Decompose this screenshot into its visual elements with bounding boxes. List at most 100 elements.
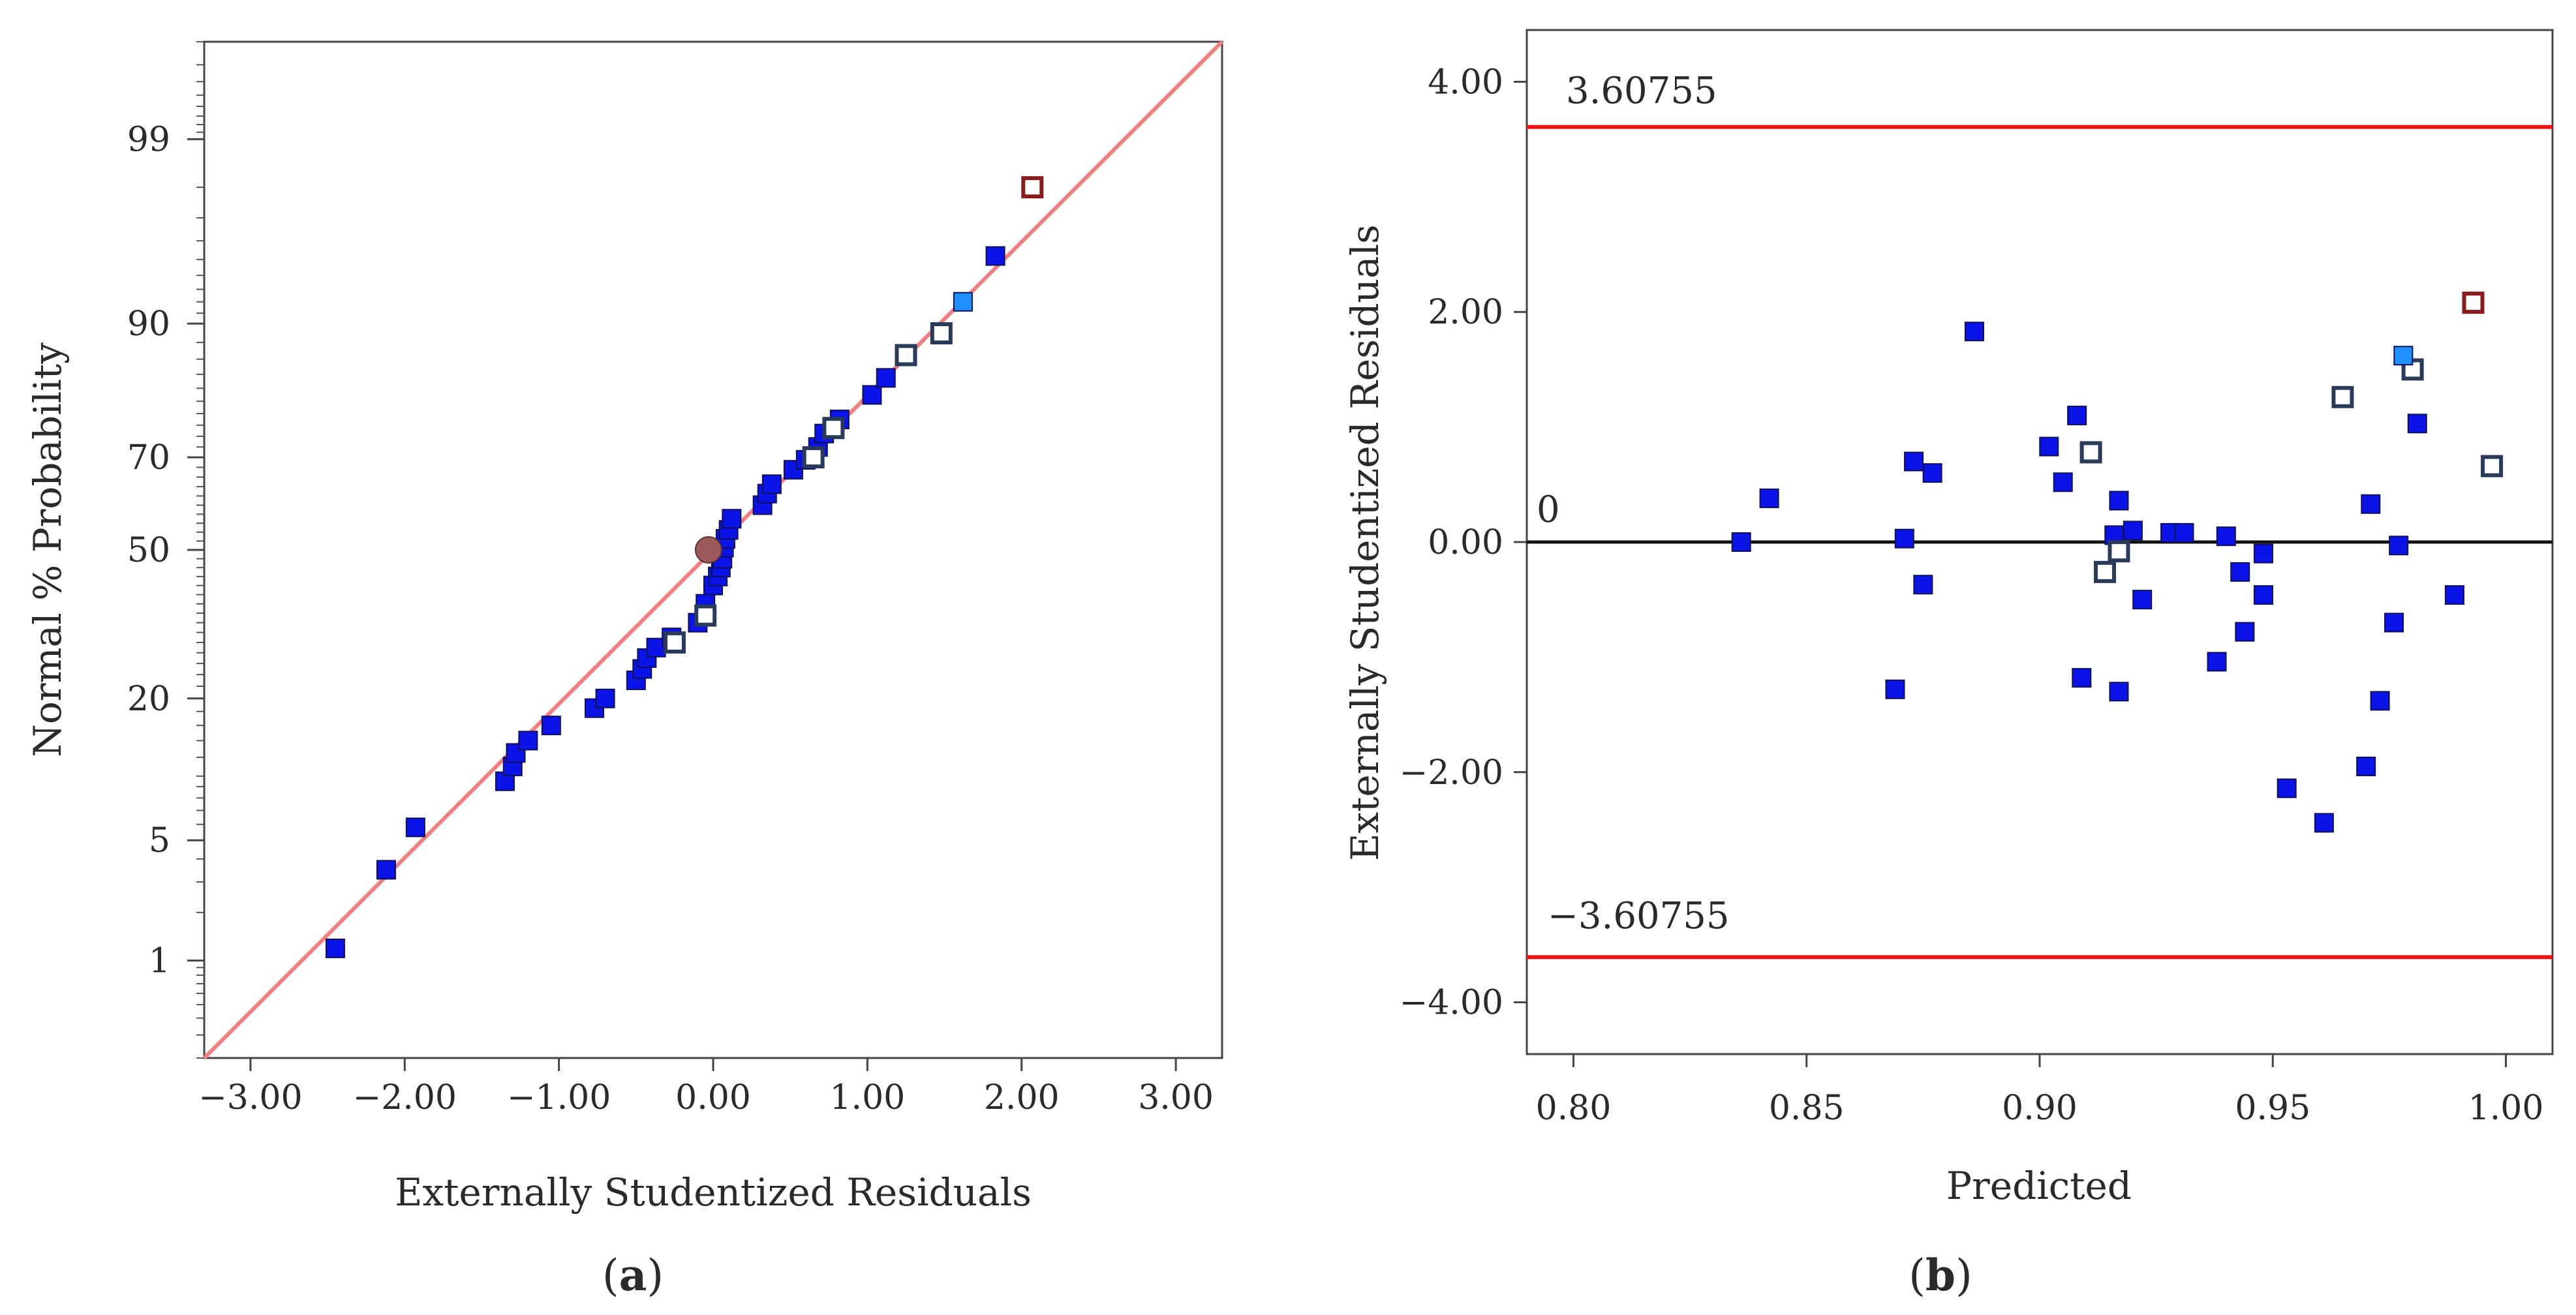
panel-b-point [1964, 322, 1984, 342]
panel-b-point [1885, 679, 1905, 699]
panel-b-point [2444, 585, 2464, 605]
panel-b-x-tick-label: 0.80 [1536, 1089, 1612, 1128]
panel-b-y-tick-label: 4.00 [1428, 63, 1503, 102]
panel-b-point [2253, 585, 2273, 605]
panel-a-point [325, 938, 345, 958]
panel-b-x-tick-label: 1.00 [2468, 1089, 2544, 1128]
panel-b-point [2207, 652, 2227, 672]
panel-a-point [376, 860, 396, 880]
panel-b-y-tick-label: −2.00 [1400, 753, 1503, 793]
panel-a-point [862, 385, 882, 405]
panel-b-points [1731, 292, 2504, 833]
panel-b-point [2389, 536, 2409, 556]
panel-b-point [2109, 682, 2129, 702]
panel-b-point [2174, 522, 2194, 543]
panel-b-point [2277, 778, 2297, 798]
panel-b-y-tick-label: −4.00 [1400, 984, 1503, 1023]
panel-a-points [325, 176, 1044, 958]
panel-a-point-center [694, 536, 722, 564]
panel-b-label-letter: b [1925, 1250, 1955, 1301]
panel-a-x-tick-label: 2.00 [984, 1078, 1060, 1117]
panel-b-point-outlier [2462, 292, 2485, 314]
panel-b-point [2132, 590, 2153, 610]
panel-a-y-tick-label: 90 [127, 305, 170, 344]
panel-a-tick-labels: −3.00 −2.00 −1.00 0.00 1.00 2.00 3.00 1 5 20 50 70 9… [127, 120, 1214, 1117]
panel-b-point-open [2331, 385, 2354, 408]
panel-a-point [518, 731, 538, 751]
panel-b-x-tick-label: 0.95 [2235, 1089, 2310, 1128]
panel-b-point [2230, 562, 2250, 582]
panel-a-x-tick-label: −2.00 [353, 1078, 457, 1117]
panel-b-point-open [2481, 455, 2504, 477]
panel-b-x-axis-label: Predicted [1946, 1164, 2132, 1208]
panel-b-point [2370, 691, 2390, 711]
panel-a-y-tick-label: 1 [149, 942, 170, 981]
panel-a-x-tick-label: 1.00 [829, 1078, 905, 1117]
panel-b-label: (b) [1909, 1250, 1972, 1301]
panel-a-x-tick-label: −3.00 [198, 1078, 302, 1117]
panel-b-upper-limit-label: 3.60755 [1566, 70, 1717, 112]
panel-b-lower-limit-label: −3.60755 [1548, 895, 1730, 937]
panel-b-point-open [2094, 560, 2117, 583]
panel-b-point [2216, 526, 2236, 547]
panel-b-y-axis-label: Externally Studentized Residuals [1343, 224, 1387, 861]
panel-b: 0.80 0.85 0.90 0.95 1.00 4.00 2.00 0.00 −2.00 −4.… [1343, 29, 2554, 1301]
panel-a-y-tick-label: 50 [127, 531, 170, 570]
panel-b-point [1913, 575, 1933, 595]
panel-a-y-tick-label: 5 [149, 821, 170, 860]
panel-a-point-open [895, 344, 917, 367]
panel-b-point [2109, 491, 2129, 511]
panel-a-point-open [694, 604, 717, 627]
panel-a: −3.00 −2.00 −1.00 0.00 1.00 2.00 3.00 1 5 20 50 70 9… [25, 40, 1224, 1301]
panel-b-point [1731, 532, 1751, 552]
panel-b-point [1759, 488, 1779, 508]
panel-b-point [1922, 463, 1942, 483]
panel-b-label-close: ) [1955, 1250, 1972, 1301]
panel-a-point [761, 474, 782, 494]
panel-b-point [2053, 472, 2073, 492]
panel-a-y-tick-label: 20 [127, 680, 170, 719]
panel-b-point-open [2108, 540, 2130, 563]
panel-b-point [1904, 451, 1924, 472]
panel-b-x-tick-label: 0.85 [1769, 1089, 1845, 1128]
panel-a-point-open [663, 631, 686, 654]
panel-b-point [2314, 813, 2334, 833]
panel-b-point [2072, 668, 2092, 688]
panel-a-point [985, 246, 1005, 266]
panel-b-ticks [1514, 80, 2507, 1067]
panel-b-point [2235, 622, 2255, 642]
panel-a-y-tick-label: 70 [127, 438, 170, 477]
panel-a-point [405, 817, 425, 838]
panel-b-point [2356, 756, 2376, 776]
panel-b-zero-label: 0 [1537, 489, 1560, 531]
panel-a-x-axis-label: Externally Studentized Residuals [395, 1170, 1032, 1215]
panel-a-point-open [930, 322, 953, 345]
panel-b-point [2253, 543, 2273, 564]
panel-a-label-open: ( [602, 1250, 619, 1301]
panel-a-point [722, 509, 742, 529]
panel-a-point-highlight [953, 292, 973, 312]
panel-b-point-highlight [2393, 346, 2414, 366]
panel-b-y-tick-label: 0.00 [1428, 523, 1503, 562]
panel-a-x-tick-label: 0.00 [675, 1078, 751, 1117]
panel-a-point [595, 688, 615, 708]
panel-b-label-open: ( [1909, 1250, 1925, 1301]
panel-a-point [876, 368, 896, 388]
panel-a-point-outlier [1021, 176, 1044, 199]
panel-b-point [1894, 528, 1914, 549]
panel-a-point [541, 716, 561, 736]
panel-b-x-tick-label: 0.90 [2002, 1089, 2078, 1128]
panel-a-y-tick-label: 99 [127, 120, 170, 159]
panel-a-x-tick-label: −1.00 [507, 1078, 611, 1117]
panel-b-point [2361, 494, 2381, 514]
panel-b-tick-labels: 0.80 0.85 0.90 0.95 1.00 4.00 2.00 0.00 −2.00 −4.… [1400, 63, 2544, 1128]
panel-a-x-tick-label: 3.00 [1138, 1078, 1214, 1117]
panel-b-point [2384, 612, 2404, 633]
panel-b-point-open [2079, 441, 2102, 464]
panel-a-label-letter: a [619, 1250, 647, 1301]
panel-a-label-close: ) [647, 1250, 664, 1301]
panel-a-point-open [822, 417, 845, 440]
panel-b-point [2407, 414, 2427, 434]
panel-b-point [2039, 436, 2059, 457]
